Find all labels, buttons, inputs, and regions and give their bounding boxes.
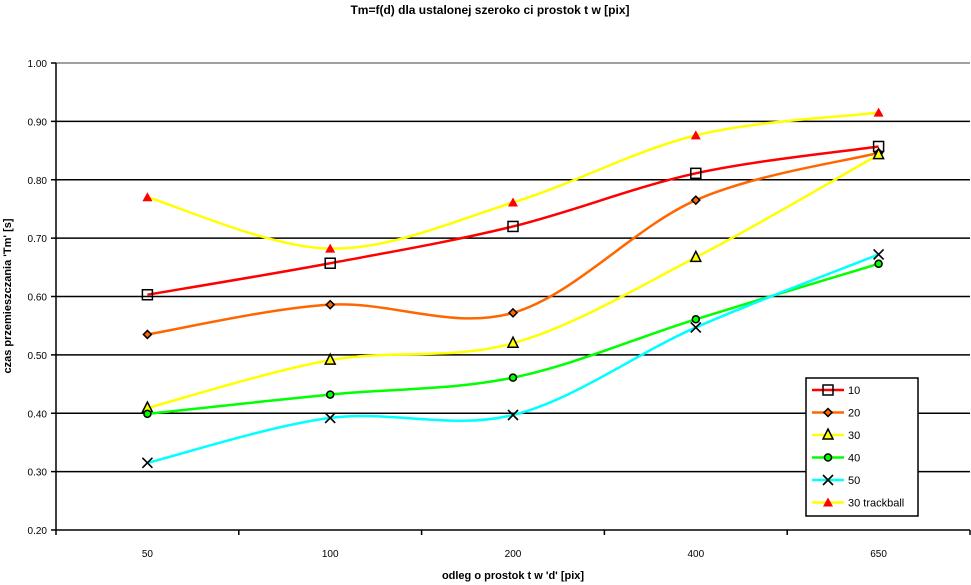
data-point: [142, 329, 153, 340]
data-point: [872, 146, 885, 160]
legend-label: 10: [848, 385, 860, 397]
data-point: [690, 130, 701, 140]
y-axis-label: czas przemieszczania 'Tm' [s]: [2, 218, 14, 373]
data-point: [325, 390, 335, 399]
y-tick-label: 0.30: [28, 468, 48, 479]
series-line: [147, 145, 879, 296]
data-point: [324, 257, 336, 269]
x-axis-label: odleg o prostok t w 'd' [pix]: [442, 570, 584, 582]
legend-marker: [823, 453, 833, 462]
y-tick-label: 0.90: [28, 117, 48, 128]
data-point: [325, 299, 336, 310]
legend-marker: [823, 497, 833, 507]
x-tick-label: 650: [870, 549, 887, 560]
legend-item: 30: [812, 427, 860, 442]
y-tick-label: 0.70: [28, 234, 48, 245]
chart-title: Tm=f(d) dla ustalonej szeroko ci prostok…: [350, 3, 629, 17]
y-tick-label: 1.00: [28, 59, 48, 70]
y-tick-label: 0.80: [28, 176, 48, 187]
series-group: [141, 107, 885, 469]
data-point: [143, 409, 152, 419]
data-point: [873, 107, 884, 117]
data-point: [508, 197, 518, 207]
legend-label: 50: [848, 475, 860, 487]
legend-item: 30 trackball: [812, 497, 904, 510]
legend-label: 30: [848, 430, 860, 442]
data-point: [507, 307, 519, 318]
data-point: [691, 315, 701, 324]
legend-label: 30 trackball: [848, 498, 904, 510]
data-point: [324, 412, 336, 424]
x-tick-label: 50: [142, 549, 154, 560]
data-point: [690, 195, 701, 206]
legend-marker: [822, 474, 834, 486]
legend-item: 50: [812, 474, 860, 487]
legend-item: 40: [812, 453, 860, 465]
data-point: [142, 192, 153, 202]
legend-label: 20: [848, 408, 860, 420]
data-point: [690, 321, 702, 334]
legend-marker: [822, 407, 834, 418]
data-point: [873, 248, 885, 261]
legend-box: [805, 377, 919, 517]
gridlines: [56, 62, 970, 473]
data-point: [507, 409, 519, 421]
series-10: [141, 140, 885, 301]
legend-item: 20: [812, 407, 860, 420]
series-50: [141, 248, 885, 469]
series-20: [142, 147, 884, 340]
legend-item: 10: [812, 384, 860, 397]
data-point: [141, 457, 153, 469]
series-line: [147, 153, 880, 410]
y-tick-label: 0.20: [28, 526, 48, 537]
data-point: [506, 335, 520, 348]
data-point: [508, 373, 518, 382]
data-point: [874, 259, 883, 269]
x-tick-label: 400: [687, 549, 704, 560]
series-40: [143, 259, 883, 419]
series-30-trackball: [142, 107, 884, 253]
data-point: [325, 243, 336, 253]
data-point: [507, 220, 519, 233]
legend-label: 40: [848, 453, 860, 465]
legend-marker: [821, 427, 835, 440]
y-tick-label: 0.60: [28, 293, 48, 304]
data-point: [141, 288, 154, 301]
data-point: [689, 249, 703, 263]
data-point: [323, 352, 337, 365]
x-tick-label: 200: [505, 549, 522, 560]
legend-marker: [822, 384, 834, 396]
x-tick-label: 100: [322, 549, 339, 560]
series-line: [147, 111, 879, 250]
y-tick-label: 0.40: [28, 409, 48, 420]
data-point: [690, 167, 702, 180]
y-tick-label: 0.50: [28, 351, 48, 362]
series-30: [141, 146, 885, 413]
legend: 10 20 30 40 50 30 trackball: [805, 377, 919, 517]
series-line: [147, 253, 880, 465]
